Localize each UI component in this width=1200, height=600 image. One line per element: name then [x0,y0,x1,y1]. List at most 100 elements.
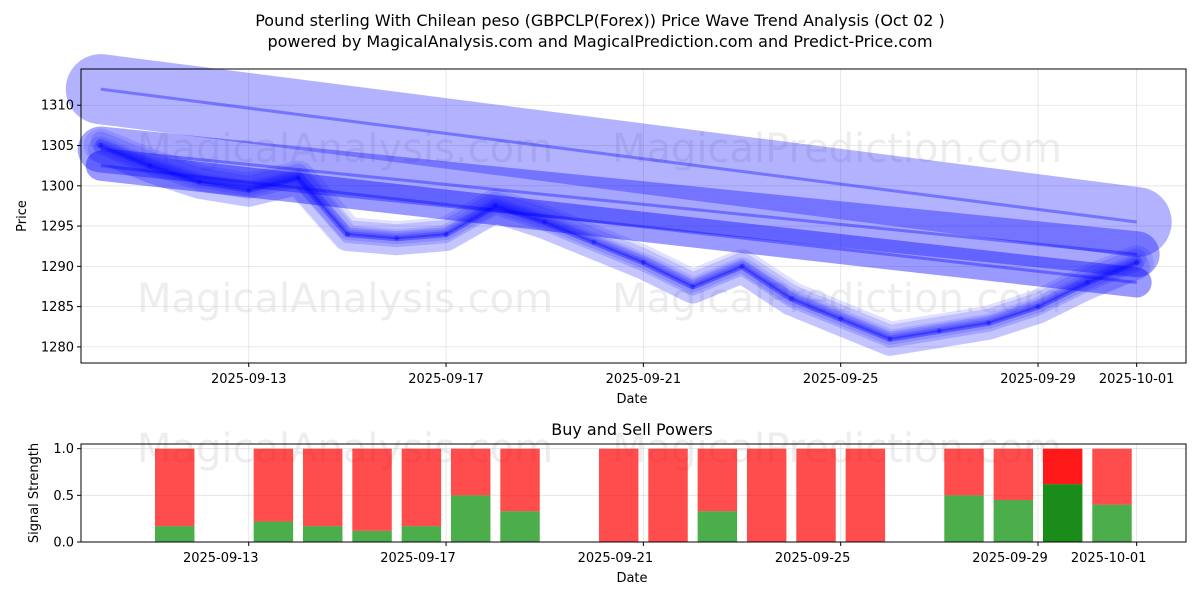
buy-power-bar [401,526,442,542]
main-x-tick-label: 2025-09-21 [606,372,682,387]
sell-power-bar [746,448,787,542]
chart-title-line1: Pound sterling With Chilean peso (GBPCLP… [255,11,945,30]
main-x-tick-label: 2025-09-13 [211,372,287,387]
power-x-tick-label: 2025-09-29 [972,551,1048,566]
price-point [788,296,794,302]
price-wave-layer [87,136,1150,356]
trend-lower-band [85,150,1152,298]
price-point [98,143,104,149]
main-y-tick-label: 1280 [41,340,74,355]
power-y-tick-label: 0.5 [53,489,74,504]
power-x-tick-label: 2025-09-13 [183,551,259,566]
sell-power-bar [401,448,442,527]
sell-power-bar [302,448,343,527]
price-wave-layer [97,142,1140,342]
price-point [1035,304,1041,310]
power-y-axis-label: Signal Strength [27,443,42,543]
price-point [344,231,350,237]
main-y-tick-label: 1305 [41,139,74,154]
buy-power-bar [697,511,738,542]
power-x-tick-label: 2025-10-01 [1071,551,1147,566]
price-point [1134,259,1140,265]
main-y-tick-label: 1285 [41,300,74,315]
main-x-tick-label: 2025-09-17 [408,372,484,387]
buy-power-bar [1092,504,1132,542]
trend-lower-line [100,164,1137,284]
sell-power-bar [450,448,491,496]
price-wave-layer [93,140,1144,348]
price-point [246,187,252,193]
price-point [394,235,400,241]
power-plot-frame [80,443,1187,543]
buy-power-bar [500,511,540,542]
price-point [591,239,597,245]
price-point [838,316,844,322]
price-wave-layer [90,131,1147,345]
power-chart-title: Buy and Sell Powers [551,420,713,439]
buy-power-bar [253,521,294,542]
price-point [196,179,202,185]
price-point [542,219,548,225]
main-y-axis-label: Price [15,200,30,232]
trend-mid-line [100,148,1137,256]
sell-power-bar [352,448,392,531]
chart-title-line2: powered by MagicalAnalysis.com and Magic… [267,32,932,51]
watermark-analysis-top: MagicalAnalysis.com [137,126,553,172]
buy-power-bar [944,495,984,542]
buy-power-bar [993,500,1034,542]
main-x-tick-label: 2025-09-25 [803,372,879,387]
price-point [492,203,498,209]
price-point [936,328,942,334]
watermark-prediction-mid: MagicalPrediction.com [612,276,1062,322]
power-y-tick-label: 0.0 [53,536,74,551]
watermark-analysis-bottom: MagicalAnalysis.com [137,426,553,472]
main-y-tick-label: 1310 [41,99,74,114]
sell-power-bar [253,448,294,522]
main-plot-frame [80,68,1187,364]
price-point [887,336,893,342]
buy-power-bar [1042,484,1083,542]
price-line [100,144,1138,340]
power-y-tick-label: 1.0 [53,442,74,457]
price-wave-layer [83,128,1154,356]
main-x-axis-label: Date [616,392,647,407]
buy-power-bar [352,530,392,542]
power-x-tick-label: 2025-09-25 [775,551,851,566]
buy-power-bar [302,526,343,542]
main-x-tick-label: 2025-10-01 [1099,372,1175,387]
price-point [1084,279,1090,285]
sell-power-bar [697,448,738,512]
price-point [986,320,992,326]
price-point [443,231,449,237]
price-point [295,175,301,181]
watermark-analysis-mid: MagicalAnalysis.com [137,276,553,322]
price-point [739,263,745,269]
trend-mid-band [77,126,1160,278]
watermark-prediction-top: MagicalPrediction.com [612,126,1062,172]
buy-sell-power-chart: Buy and Sell Powers MagicalAnalysis.com … [27,420,1187,586]
price-wave-layer [95,138,1142,342]
power-x-tick-label: 2025-09-17 [380,551,456,566]
price-wave-chart: MagicalAnalysis.com MagicalPrediction.co… [15,54,1187,407]
price-point [640,259,646,265]
main-y-tick-label: 1290 [41,260,74,275]
sell-power-bar [993,448,1034,500]
sell-power-bar [598,448,639,542]
sell-power-bar [1092,448,1132,505]
sell-power-bar [500,448,540,512]
sell-power-bar [1042,448,1083,485]
sell-power-bar [648,448,688,542]
buy-power-bar [450,495,491,542]
main-y-tick-label: 1295 [41,220,74,235]
buy-power-bar [154,526,195,542]
price-point [690,283,696,289]
power-x-tick-label: 2025-09-21 [578,551,654,566]
sell-power-bar [796,448,836,542]
sell-power-bar [944,448,984,496]
price-point [147,163,153,169]
trend-upper-band [65,54,1172,258]
trend-upper-line [100,87,1137,224]
main-y-tick-label: 1300 [41,179,74,194]
sell-power-bar [154,448,195,527]
